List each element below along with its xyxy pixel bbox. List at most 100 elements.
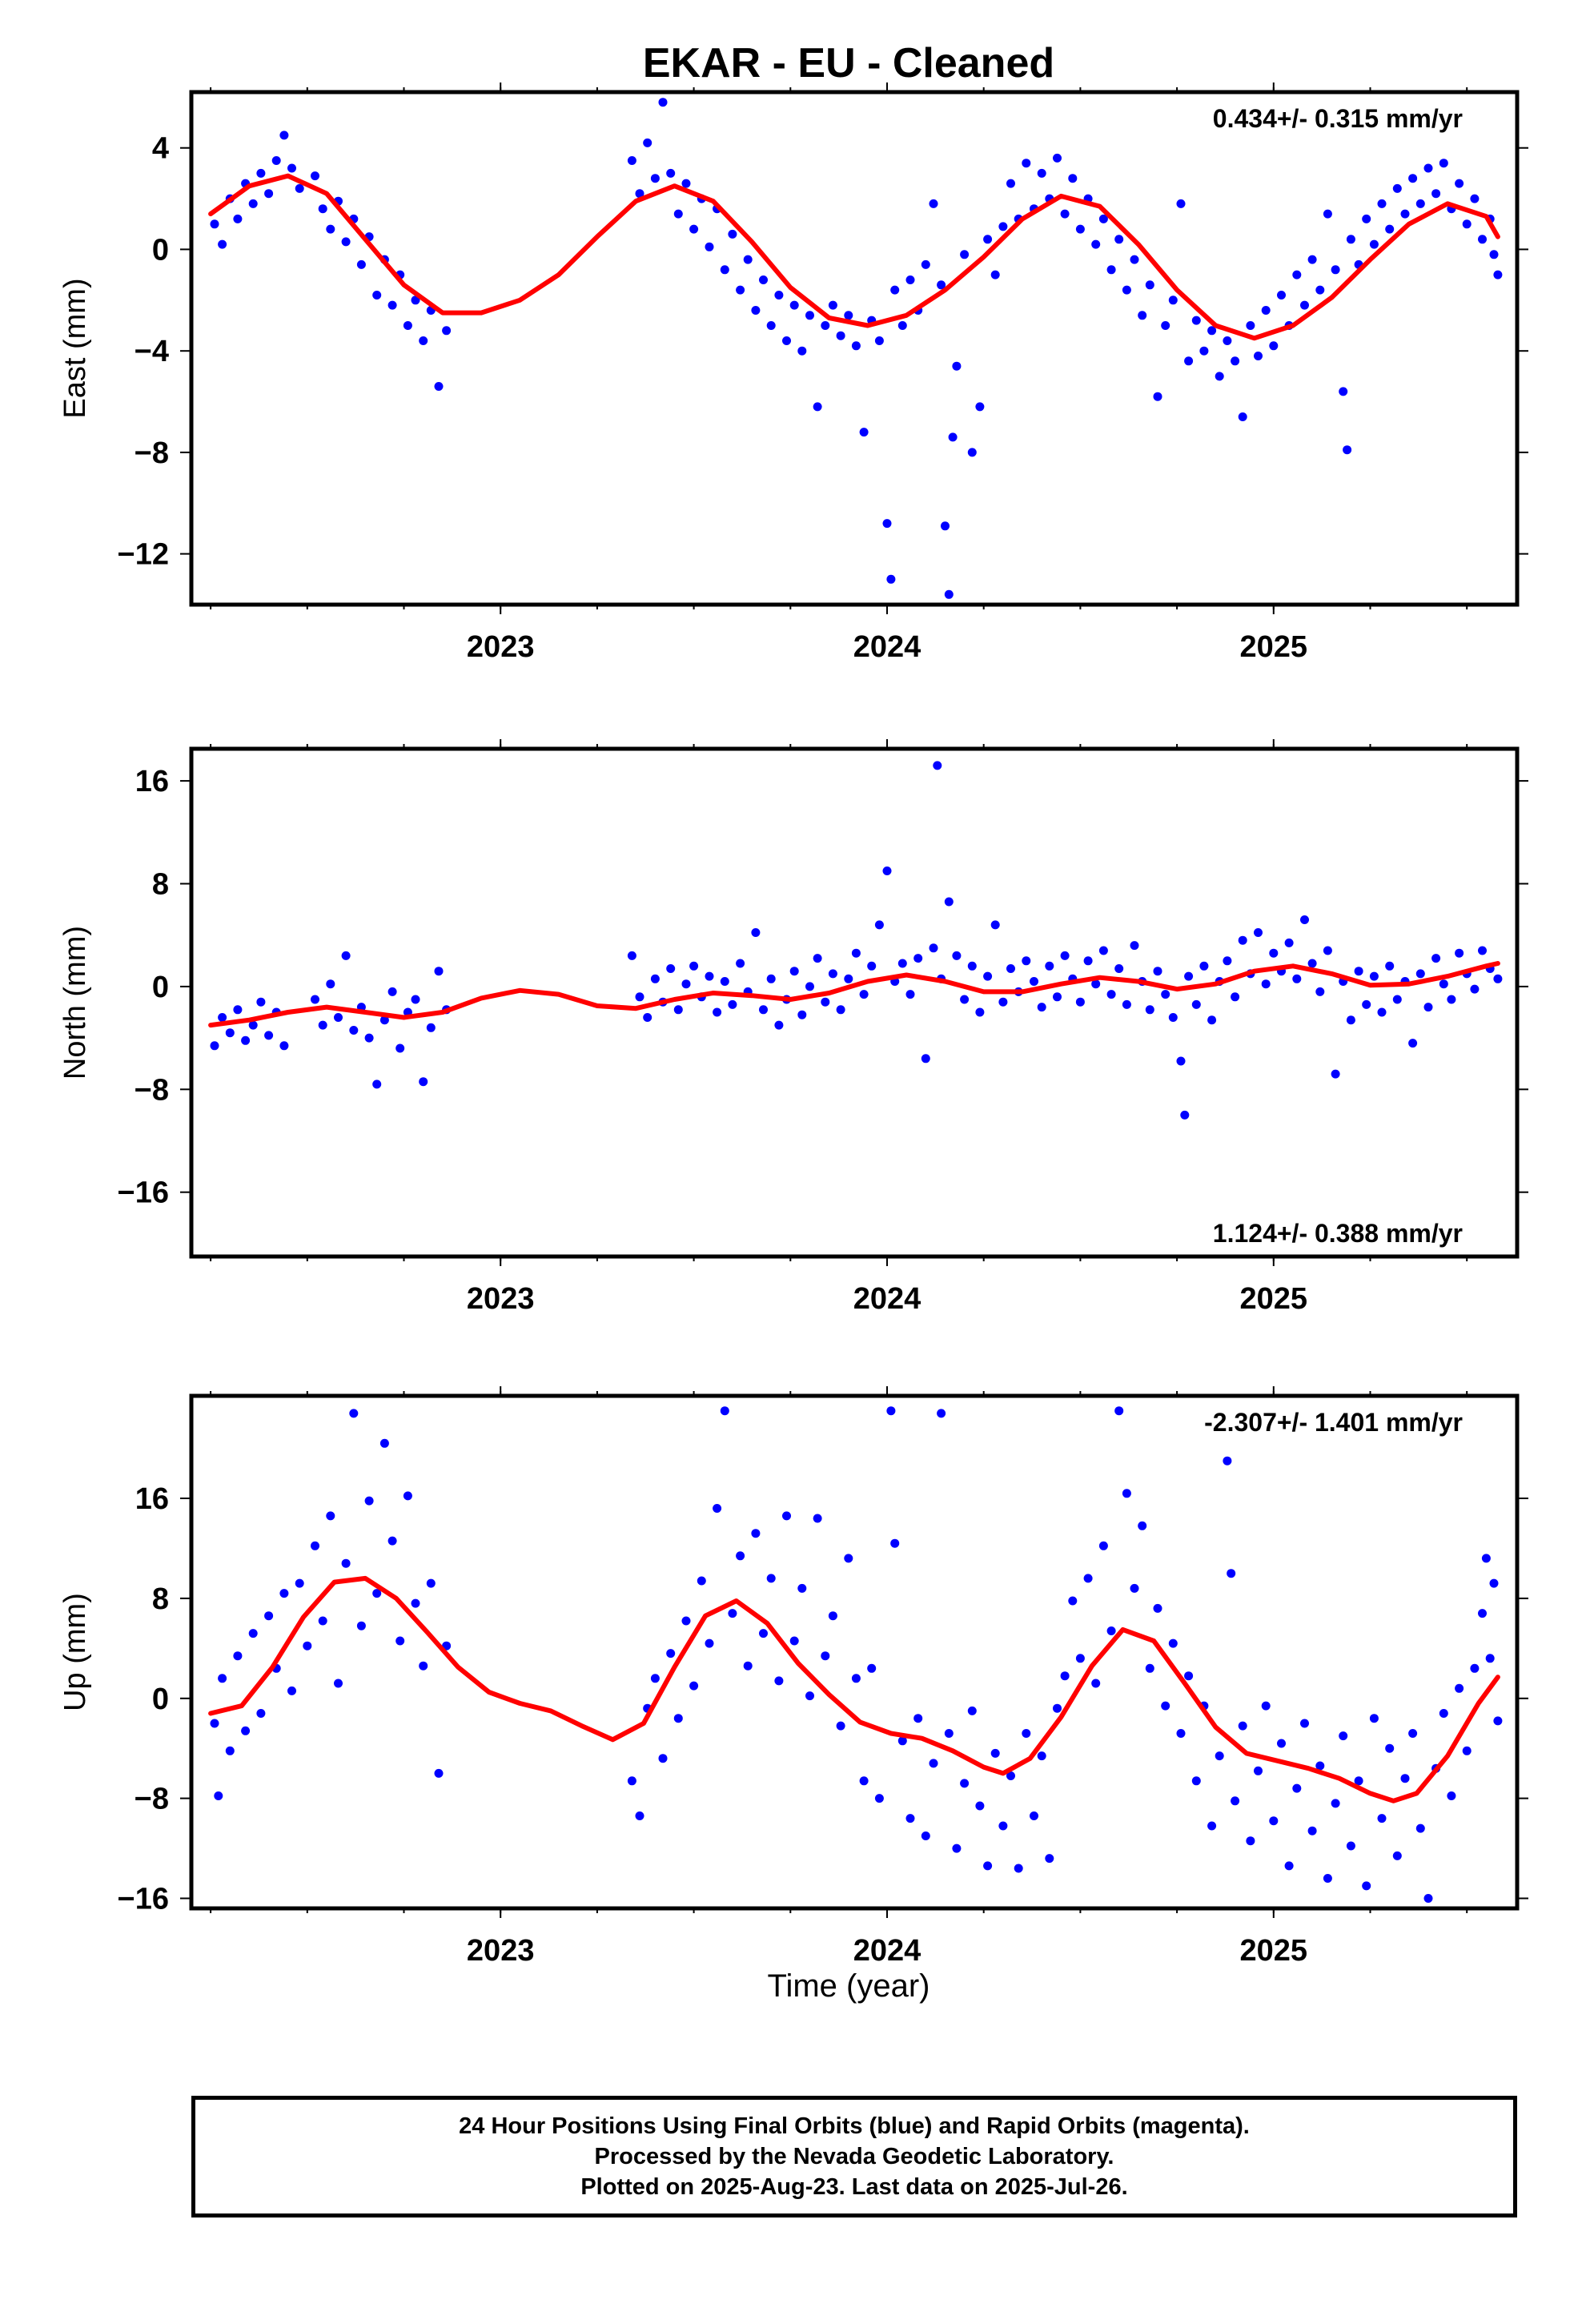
data-point: [1161, 1701, 1170, 1711]
data-point: [797, 1583, 807, 1593]
y-tick-label: 0: [152, 971, 169, 1004]
data-point: [1408, 1039, 1418, 1048]
data-point: [1343, 445, 1352, 455]
data-point: [1346, 1841, 1355, 1851]
data-point: [983, 971, 993, 981]
data-point: [627, 1776, 636, 1786]
data-point: [867, 961, 877, 971]
data-point: [372, 1080, 382, 1089]
data-point: [944, 589, 954, 599]
data-point: [782, 1511, 791, 1521]
data-point: [751, 1529, 761, 1538]
data-point: [821, 1651, 830, 1661]
data-point: [1153, 1603, 1162, 1613]
data-point: [944, 1729, 954, 1738]
data-point: [334, 1013, 343, 1022]
data-point: [1315, 987, 1325, 996]
data-point: [318, 1616, 327, 1626]
data-point: [396, 1043, 405, 1053]
data-point: [218, 1013, 227, 1022]
data-point: [1045, 1854, 1054, 1864]
data-point: [419, 336, 428, 345]
data-point: [1114, 235, 1124, 244]
y-tick-label: −8: [135, 1073, 169, 1107]
data-point: [1481, 1554, 1491, 1563]
data-point: [1478, 1609, 1487, 1618]
data-point: [1184, 1671, 1194, 1681]
data-point: [225, 1028, 235, 1038]
data-point: [210, 219, 219, 229]
data-point: [1130, 1583, 1139, 1593]
data-point: [1261, 979, 1271, 989]
data-point: [1006, 179, 1015, 188]
data-point: [233, 1651, 243, 1661]
data-point: [975, 1007, 985, 1017]
data-point: [1215, 1751, 1224, 1761]
data-point: [434, 382, 444, 391]
data-point: [635, 1811, 644, 1820]
data-point: [387, 987, 397, 996]
data-point: [851, 341, 861, 351]
data-point: [379, 1015, 389, 1025]
data-point: [689, 1681, 699, 1691]
data-point: [426, 1578, 436, 1588]
data-point: [705, 971, 714, 981]
data-point: [271, 156, 281, 165]
data-point: [1493, 1716, 1503, 1726]
data-point: [1385, 961, 1395, 971]
data-point: [975, 402, 985, 412]
data-point: [279, 131, 289, 140]
data-point: [1176, 199, 1186, 208]
east-rate-label: 0.434+/- 0.315 mm/yr: [1213, 104, 1463, 133]
data-point: [1292, 1783, 1302, 1793]
data-point: [256, 168, 266, 178]
data-point: [1392, 995, 1402, 1004]
data-point: [789, 300, 799, 310]
data-point: [736, 959, 745, 968]
data-point: [1037, 1003, 1046, 1012]
x-tick-label: 2024: [853, 630, 921, 664]
data-point: [1269, 1816, 1279, 1826]
data-point: [774, 1020, 784, 1030]
data-point: [1331, 265, 1340, 275]
x-tick-label: 2023: [467, 1282, 535, 1316]
data-point: [897, 1736, 907, 1746]
data-point: [886, 574, 896, 584]
data-point: [218, 1674, 227, 1683]
data-point: [1447, 1791, 1456, 1800]
data-point: [720, 977, 729, 986]
north-fit-line: [208, 961, 1500, 1028]
data-point: [349, 1409, 359, 1418]
data-point: [658, 1754, 668, 1763]
data-point: [1083, 1574, 1093, 1583]
data-point: [1231, 1796, 1240, 1806]
data-point: [1168, 1013, 1178, 1022]
footer-caption: 24 Hour Positions Using Final Orbits (bl…: [191, 2096, 1517, 2217]
data-point: [836, 1005, 845, 1015]
data-point: [1385, 1743, 1395, 1753]
data-point: [1022, 159, 1031, 168]
data-point: [828, 969, 837, 979]
data-point: [890, 1538, 900, 1548]
data-point: [1284, 1861, 1294, 1871]
data-point: [1408, 174, 1418, 183]
data-point: [372, 1589, 382, 1598]
data-point: [1331, 1799, 1340, 1808]
data-point: [311, 1541, 319, 1550]
data-point: [1470, 1663, 1480, 1673]
data-point: [933, 761, 942, 770]
data-point: [1184, 356, 1194, 366]
data-point: [728, 1609, 737, 1618]
data-point: [1098, 214, 1108, 223]
data-point: [897, 321, 907, 330]
data-point: [1254, 352, 1263, 360]
data-point: [419, 1661, 428, 1671]
data-point: [403, 1491, 412, 1501]
data-point: [1307, 959, 1317, 968]
data-point: [379, 1438, 389, 1448]
data-point: [713, 1504, 722, 1513]
y-tick-label: −16: [118, 1176, 169, 1210]
data-point: [681, 1616, 691, 1626]
data-point: [905, 275, 915, 284]
